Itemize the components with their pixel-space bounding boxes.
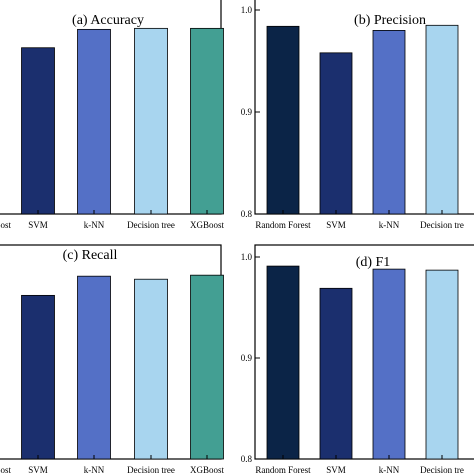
panel-a: (a) Accuracy oost SVM k-NN Decision tree XGBo… (0, 0, 224, 230)
x-tick-label: XGBoost (190, 220, 225, 230)
x-tick-label: Random Forest (255, 465, 311, 474)
bar-decision-tree (425, 24, 459, 215)
x-tick-label: k-NN (379, 220, 400, 230)
y-tick-label: 0.8 (241, 454, 253, 464)
plot-frame (254, 0, 474, 215)
x-tick-label: SVM (28, 465, 48, 474)
x-tick-label: oost (0, 465, 11, 474)
x-tick-label: Decision tre (420, 465, 464, 474)
panel-title: (d) F1 (356, 255, 391, 270)
x-tick-label: Decision tree (127, 465, 175, 474)
bar-svm (319, 52, 353, 215)
bar-k-nn (372, 29, 406, 215)
bar-xgboost (190, 274, 224, 460)
x-tick-label: k-NN (84, 220, 105, 230)
x-tick-label: oost (0, 220, 11, 230)
panel-title: (a) Accuracy (72, 13, 144, 28)
x-tick-label: SVM (326, 465, 346, 474)
x-tick-label: Random Forest (255, 220, 311, 230)
x-tick-label: k-NN (84, 465, 105, 474)
x-tick-label: SVM (326, 220, 346, 230)
bar-k-nn (372, 268, 406, 460)
x-tick-label: SVM (28, 220, 48, 230)
bar-random-forest (266, 265, 300, 460)
bar-svm (21, 47, 55, 215)
bar-decision-tree (134, 27, 168, 215)
panel-b: (b) Precision Random Forest SVM k-NN Decisio… (241, 0, 474, 230)
panel-c: (c) Recall oost SVM k-NN Decision tree XGBoos… (0, 244, 225, 474)
bar-k-nn (77, 28, 111, 215)
bar-decision-tree (425, 269, 459, 460)
panel-d: (d) F1 Random Forest SVM k-NN Decision tre 0.… (241, 244, 474, 474)
x-tick-label: Decision tre (420, 220, 464, 230)
bar-svm (319, 287, 353, 460)
panel-title: (b) Precision (354, 13, 426, 28)
bar-decision-tree (134, 278, 168, 460)
bar-random-forest (266, 25, 300, 215)
x-tick-label: Decision tree (127, 220, 175, 230)
bar-svm (21, 294, 55, 460)
x-tick-label: XGBoost (190, 465, 225, 474)
plot-frame (254, 244, 474, 460)
x-tick-label: k-NN (379, 465, 400, 474)
y-tick-label: 1.0 (241, 5, 253, 15)
y-tick-label: 0.9 (241, 353, 253, 363)
panel-title: (c) Recall (63, 248, 118, 263)
y-tick-label: 0.8 (241, 209, 253, 219)
y-tick-label: 0.9 (241, 107, 253, 117)
bar-xgboost (190, 27, 224, 215)
bar-k-nn (77, 275, 111, 460)
y-tick-label: 1.0 (241, 252, 253, 262)
